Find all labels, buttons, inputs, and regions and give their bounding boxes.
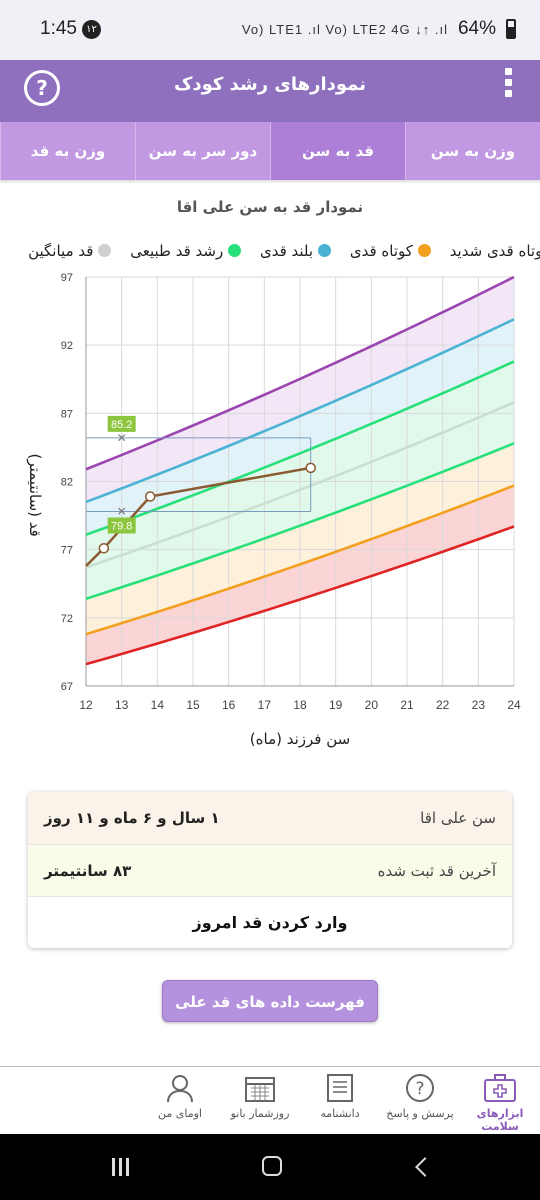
last-height-value: ۸۳ سانتیمتر <box>44 861 132 880</box>
legend-normal[interactable]: رشد قد طبیعی <box>130 242 242 260</box>
svg-text:?: ? <box>415 1079 424 1099</box>
annotation-label: 85.2 <box>111 419 132 431</box>
last-height-label: آخرین قد ثبت شده <box>377 861 496 880</box>
legend-short[interactable]: کوتاه قدی <box>350 242 431 260</box>
x-tick-label: 15 <box>186 698 200 712</box>
y-tick-label: 97 <box>61 272 73 284</box>
nav-calendar[interactable]: روزشمار بانو <box>220 1067 300 1134</box>
help-icon[interactable]: ? <box>24 70 60 106</box>
y-tick-label: 82 <box>61 477 73 489</box>
reference-curve <box>85 360 515 536</box>
child-height-point <box>305 462 316 474</box>
app-bar: ? نمودارهای رشد کودک <box>0 60 540 122</box>
network-icons: Vo) LTE1 .ıl Vo) LTE2 4G ↓↑ .ıl <box>241 21 448 37</box>
system-nav-bar <box>0 1134 540 1200</box>
nav-health-tools[interactable]: ابزارهای سلامت <box>460 1067 540 1134</box>
medical-kit-icon <box>484 1074 516 1102</box>
status-bar: 1:45 ۱۲ Vo) LTE1 .ıl Vo) LTE2 4G ↓↑ .ıl … <box>0 0 540 60</box>
child-height-point <box>144 491 156 502</box>
tab-height-for-age[interactable]: قد به سن <box>270 122 405 180</box>
legend-dot <box>318 244 332 257</box>
nav-encyclopedia-label: دانشنامه <box>320 1107 360 1120</box>
battery-percent: 64% <box>457 18 496 39</box>
age-row: سن علی اقا ۱ سال و ۶ ماه و ۱۱ روز <box>28 792 512 844</box>
y-tick-label: 77 <box>61 545 73 557</box>
x-tick-label: 18 <box>293 698 307 712</box>
y-tick-label: 92 <box>61 340 73 352</box>
x-tick-label: 22 <box>436 698 450 712</box>
nav-health-tools-label: ابزارهای سلامت <box>476 1107 524 1133</box>
status-time: 1:45 <box>40 18 77 39</box>
x-tick-label: 20 <box>365 698 379 712</box>
x-tick-label: 24 <box>507 698 521 712</box>
x-tick-label: 23 <box>472 698 486 712</box>
y-tick-label: 72 <box>61 613 73 625</box>
nav-profile[interactable]: اومای من <box>140 1067 220 1134</box>
x-tick-label: 17 <box>258 698 272 712</box>
tab-head-for-age[interactable]: دور سر به سن <box>135 122 270 180</box>
annotation-label-box <box>107 415 136 432</box>
nav-profile-label: اومای من <box>158 1107 202 1120</box>
nav-encyclopedia[interactable]: دانشنامه <box>300 1067 380 1134</box>
tab-weight-for-age[interactable]: وزن به سن <box>405 122 540 180</box>
age-value: ۱ سال و ۶ ماه و ۱۱ روز <box>44 809 220 827</box>
chart-title: نمودار قد به سن علی اقا <box>176 198 364 216</box>
child-height-point <box>98 543 110 554</box>
bottom-nav: ابزارهای سلامت ? پرسش و پاسخ دانشنامه <box>0 1066 540 1134</box>
x-tick-label: 14 <box>151 698 165 712</box>
notification-badge: ۱۲ <box>82 20 101 39</box>
x-tick-label: 21 <box>400 698 414 712</box>
reference-curve <box>85 401 515 569</box>
more-options-icon[interactable] <box>502 68 514 104</box>
x-tick-label: 16 <box>222 698 236 712</box>
app-title: نمودارهای رشد کودک <box>173 74 367 95</box>
y-tick-label: 87 <box>61 408 73 420</box>
home-icon[interactable] <box>262 1156 282 1176</box>
reference-curve <box>85 275 515 471</box>
x-tick-label: 13 <box>115 698 129 712</box>
annotation-label: 79.8 <box>111 520 132 532</box>
tab-shadow <box>0 180 540 184</box>
age-label: سن علی اقا <box>420 809 496 827</box>
enter-height-button[interactable]: وارد کردن قد امروز <box>28 896 512 948</box>
reference-curve <box>85 484 515 636</box>
tab-bar: وزن به سن قد به سن دور سر به سن وزن به ق… <box>0 122 540 180</box>
annotation-marker: ✕ <box>117 431 127 445</box>
nav-qa[interactable]: ? پرسش و پاسخ <box>380 1067 460 1134</box>
status-right: Vo) LTE1 .ıl Vo) LTE2 4G ↓↑ .ıl 64% <box>242 18 516 40</box>
reference-curve <box>85 525 515 666</box>
x-axis-label: سن فرزند (ماه) <box>250 730 350 748</box>
reference-curve <box>85 442 515 600</box>
tab-weight-for-height[interactable]: وزن به قد <box>0 122 135 180</box>
calendar-icon <box>245 1077 275 1102</box>
recent-apps-icon[interactable] <box>112 1158 134 1178</box>
reference-curve <box>85 318 515 504</box>
nav-spacer <box>0 1067 140 1134</box>
nav-qa-label: پرسش و پاسخ <box>386 1107 454 1120</box>
chart-legend: کوتاه قدی شدید کوتاه قدی بلند قدی رشد قد… <box>0 242 540 266</box>
legend-dot <box>98 244 112 257</box>
height-list-button[interactable]: فهرست داده های قد علی اقا <box>162 980 378 1053</box>
question-bubble-icon: ? <box>406 1074 434 1102</box>
user-icon <box>167 1075 193 1103</box>
legend-average[interactable]: قد میانگین <box>28 242 112 260</box>
back-icon[interactable] <box>415 1157 435 1177</box>
legend-dot <box>417 244 431 257</box>
battery-icon <box>506 19 516 39</box>
y-axis-label: قد (سانتیمتر) <box>26 453 44 536</box>
growth-chart[interactable]: 12 13 14 15 16 17 18 19 20 21 22 23 24 67 72 77 82 87 92 97… <box>0 265 540 765</box>
legend-dot <box>228 244 242 257</box>
x-tick-label: 19 <box>329 698 343 712</box>
legend-tall[interactable]: بلند قدی <box>260 242 332 260</box>
book-icon <box>327 1074 353 1102</box>
annotation-label-box <box>107 517 136 534</box>
info-card: سن علی اقا ۱ سال و ۶ ماه و ۱۱ روز آخرین … <box>28 792 512 948</box>
y-tick-label: 67 <box>61 681 73 693</box>
annotation-marker: ✕ <box>117 504 127 518</box>
legend-severe-short[interactable]: کوتاه قدی شدید <box>449 242 540 260</box>
last-height-row: آخرین قد ثبت شده ۸۳ سانتیمتر <box>28 844 512 896</box>
x-tick-label: 12 <box>79 698 93 712</box>
nav-calendar-label: روزشمار بانو <box>230 1107 290 1120</box>
